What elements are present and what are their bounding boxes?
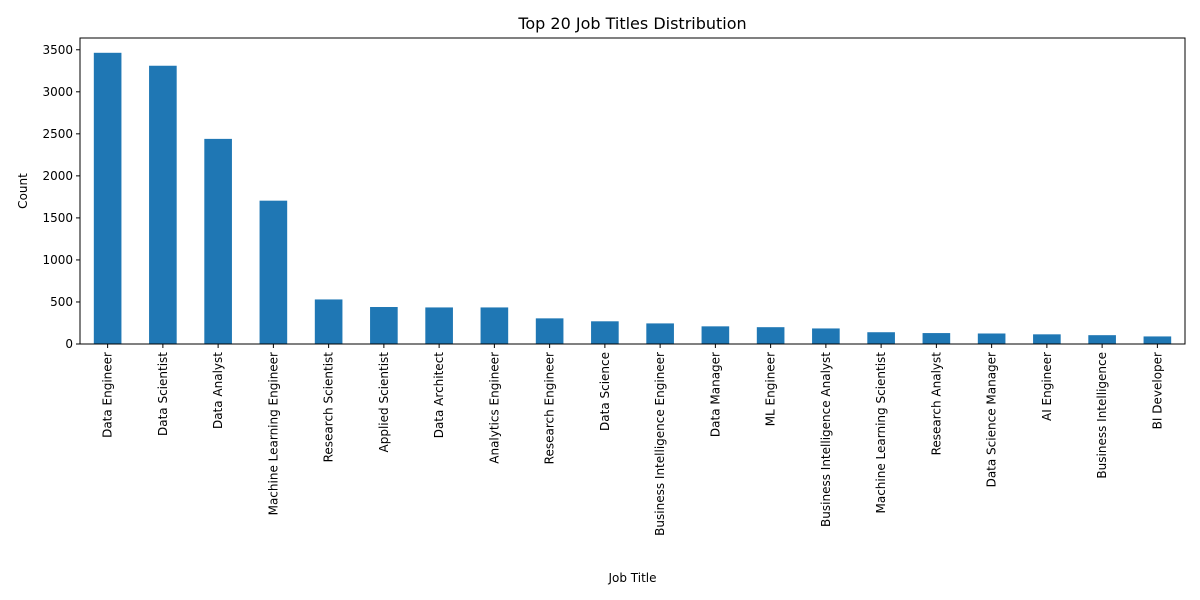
x-axis-ticks: Data Engineer Data Scientist Data Analyst M… [101,344,1164,536]
x-axis-label: Job Title [607,571,656,585]
bar-2 [204,138,232,344]
x-tick-label-6: Data Architect [432,352,446,439]
x-tick-label-13: Business Intelligence Analyst [819,352,833,527]
y-tick-label-7: 3500 [42,43,73,57]
bar-18 [1088,335,1116,344]
plot-frame [79,37,1186,345]
y-axis-label: Count [16,173,30,209]
bar-11 [701,326,730,344]
x-tick-label-14: Machine Learning Scientist [874,352,888,514]
bar-1 [149,65,177,344]
x-tick-label-17: AI Engineer [1040,352,1054,421]
x-tick-label-16: Data Science Manager [985,352,999,487]
chart-title: Top 20 Job Titles Distribution [517,14,746,33]
x-tick-label-10: Business Intelligence Engineer [653,352,667,536]
bar-16 [977,333,1006,344]
bar-9 [591,321,619,344]
bars-group [93,52,1172,345]
bar-5 [370,307,398,344]
x-tick-label-7: Analytics Engineer [487,352,501,464]
y-tick-label-6: 3000 [42,85,73,99]
bar-10 [646,323,674,344]
x-tick-label-18: Business Intelligence [1095,352,1109,479]
x-tick-label-2: Data Analyst [211,352,225,429]
x-tick-label-8: Research Engineer [543,352,557,464]
x-tick-label-15: Research Analyst [929,352,943,456]
bar-0 [93,52,122,345]
y-axis-ticks: 0 500 1000 1500 2000 2500 3000 3500 [42,43,80,351]
y-tick-label-2: 1000 [42,253,73,267]
bar-8 [535,318,564,344]
x-tick-label-12: ML Engineer [764,352,778,426]
x-tick-label-9: Data Science [598,352,612,431]
bar-14 [867,332,895,344]
bar-6 [425,307,453,344]
x-tick-label-4: Research Scientist [322,352,336,463]
bar-4 [314,299,343,344]
bar-19 [1143,336,1172,344]
x-tick-label-11: Data Manager [708,352,722,437]
bar-7 [480,307,509,344]
bar-3 [259,200,288,344]
bar-12 [756,327,785,344]
x-tick-label-5: Applied Scientist [377,352,391,453]
x-tick-label-19: BI Developer [1150,352,1164,429]
bar-17 [1033,334,1061,344]
y-tick-label-3: 1500 [42,211,73,225]
x-tick-label-0: Data Engineer [101,352,115,438]
y-tick-label-5: 2500 [42,127,73,141]
y-tick-label-0: 0 [65,337,73,351]
y-tick-label-4: 2000 [42,169,73,183]
x-tick-label-1: Data Scientist [156,352,170,436]
y-tick-label-1: 500 [50,295,73,309]
bar-15 [922,333,951,344]
bar-13 [812,328,840,344]
x-tick-label-3: Machine Learning Engineer [266,352,280,515]
